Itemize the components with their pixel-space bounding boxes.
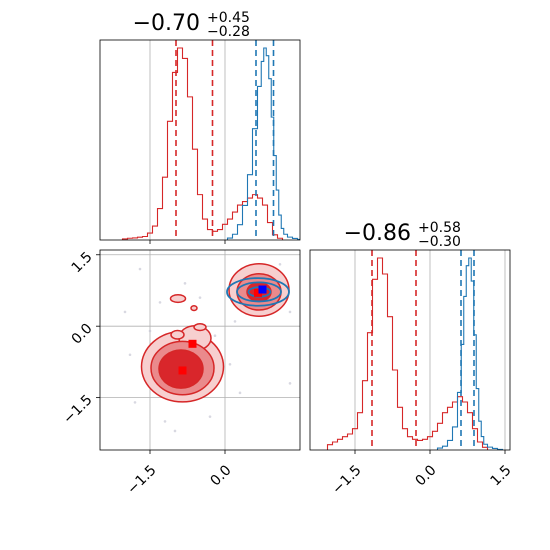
joint-marker-red — [254, 288, 262, 297]
joint-sample-point — [148, 329, 152, 333]
joint-sample-point — [213, 334, 217, 338]
hist1-title-value: −0.70 — [133, 11, 200, 36]
joint-marker-red — [178, 366, 187, 375]
hist2-title-value: −0.86 — [344, 221, 411, 246]
hist1-axes-frame — [99, 39, 301, 241]
joint-red-contour-level-0 — [170, 329, 185, 340]
hist2-title-lower-error: −0.30 — [418, 234, 461, 250]
joint-axes-frame — [99, 249, 301, 451]
joint-sample-point — [238, 391, 242, 395]
joint-sample-point — [173, 429, 177, 433]
hist2-xtick-label: 1.5 — [488, 462, 515, 489]
joint-sample-point — [228, 362, 232, 366]
hist2-step-histogram-blue — [436, 257, 504, 450]
joint-sample-point — [198, 296, 202, 299]
joint-marker-red — [188, 339, 197, 348]
joint-sample-point — [123, 310, 127, 314]
hist2-xtick-label: −1.5 — [329, 462, 364, 497]
joint-marker-blue — [258, 285, 267, 294]
joint-sample-point — [128, 353, 132, 357]
joint-sample-point — [208, 415, 212, 418]
joint-red-contour-level-0 — [169, 294, 187, 304]
joint-sample-point — [288, 382, 292, 385]
hist1-title-lower-error: −0.28 — [207, 24, 250, 40]
joint-contour-panel: −1.5 0.0 1.5 0.0 −1.5 — [60, 249, 301, 498]
joint-ytick-label: 0.0 — [69, 321, 96, 348]
hist1-title-upper-error: +0.45 — [207, 10, 250, 26]
histogram-panel-param-1: −0.70 +0.45 −0.28 — [99, 10, 301, 244]
hist2-axes-frame — [309, 249, 511, 451]
joint-red-contour-level-0 — [193, 323, 207, 332]
hist1-step-histogram-blue — [226, 47, 300, 240]
hist2-xtick-label: 0.0 — [413, 462, 440, 489]
joint-sample-point — [133, 401, 137, 404]
joint-sample-point — [183, 282, 187, 285]
joint-sample-point — [288, 310, 292, 314]
joint-sample-point — [233, 320, 237, 323]
histogram-panel-param-2: −0.86 +0.58 −0.30 −1.5 0.0 1.5 — [309, 220, 515, 498]
joint-sample-point — [158, 301, 162, 304]
joint-ytick-label: 1.5 — [69, 249, 96, 276]
joint-sample-point — [138, 267, 142, 271]
joint-blue-contour-level-0 — [226, 277, 290, 307]
hist2-title-upper-error: +0.58 — [418, 220, 461, 236]
joint-sample-point — [278, 262, 282, 266]
joint-blue-contour-level-1 — [236, 281, 282, 303]
hist2-step-histogram-red — [326, 257, 489, 450]
joint-sample-point — [163, 420, 167, 423]
hist1-step-histogram-red — [121, 47, 284, 240]
joint-xtick-label: 0.0 — [208, 462, 235, 489]
joint-xtick-label: −1.5 — [124, 462, 159, 497]
joint-red-contour-level-0 — [190, 304, 198, 312]
joint-ytick-label: −1.5 — [60, 392, 95, 427]
